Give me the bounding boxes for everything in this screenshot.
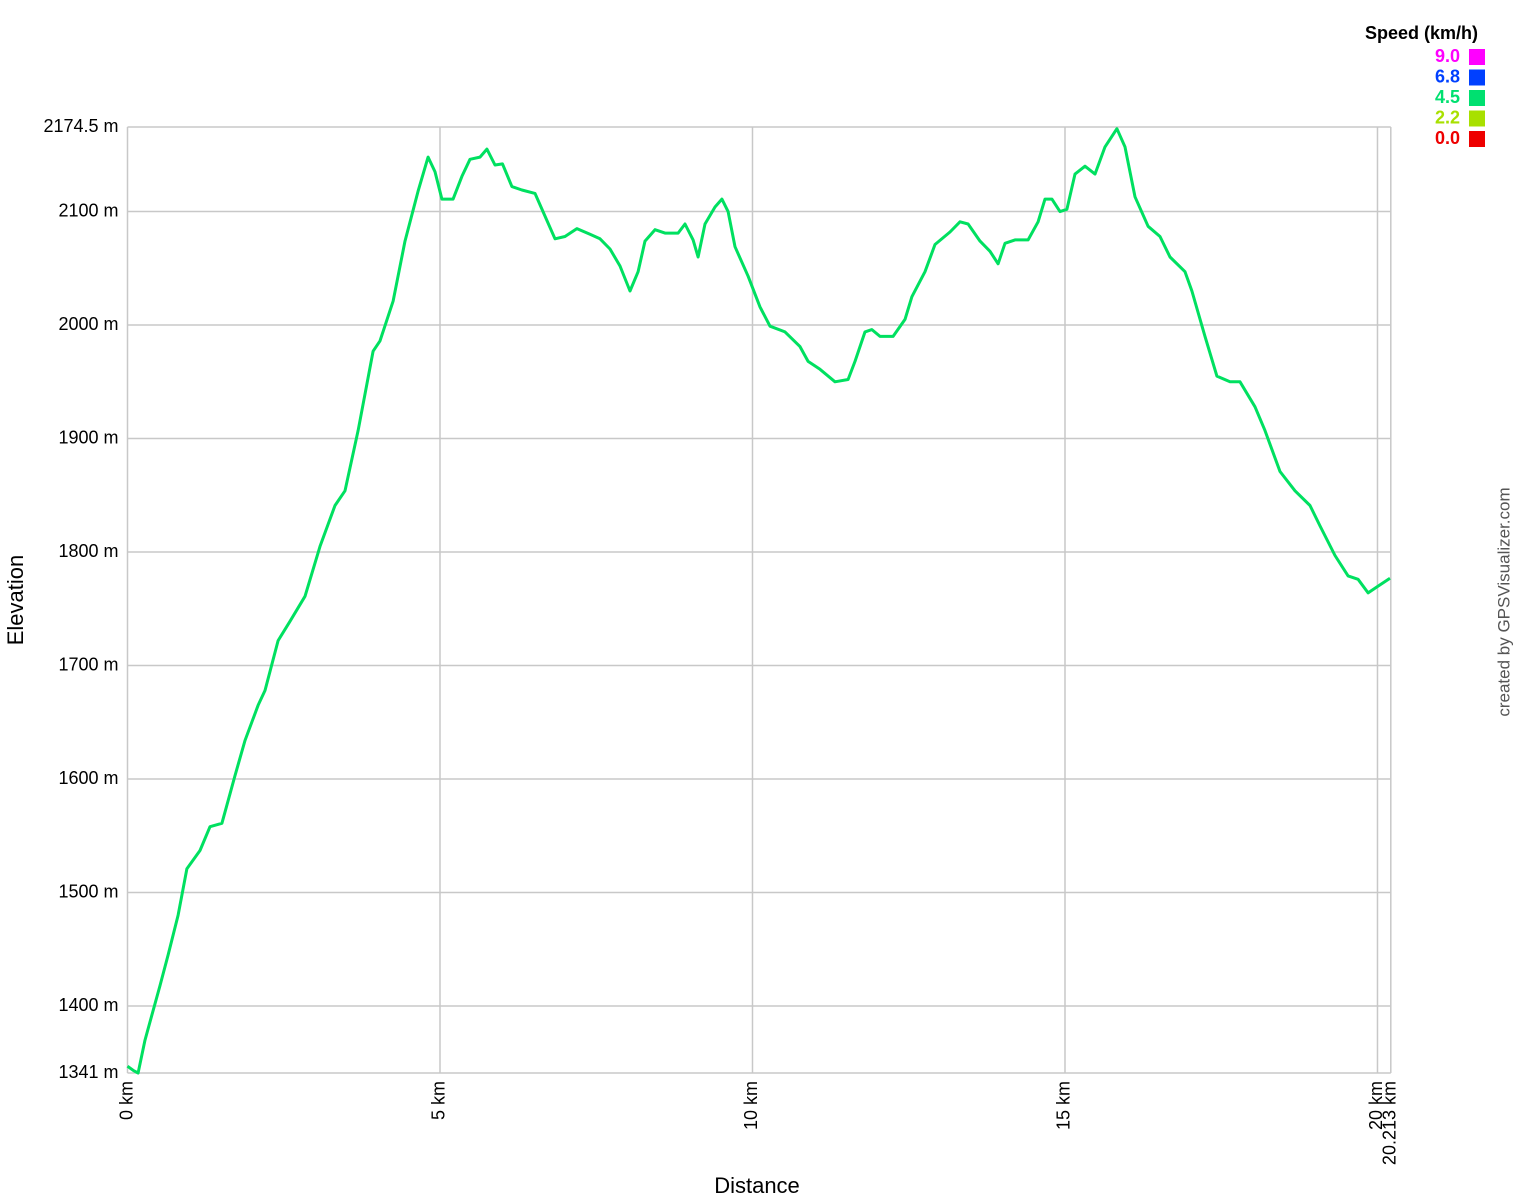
x-tick-label: 10 km bbox=[741, 1081, 761, 1130]
x-tick-label: 20 km bbox=[1366, 1081, 1386, 1130]
y-tick-label: 1700 m bbox=[58, 654, 118, 674]
y-tick-label: 2100 m bbox=[58, 200, 118, 220]
y-tick-label: 2174.5 m bbox=[43, 116, 118, 136]
legend-swatch bbox=[1469, 69, 1485, 86]
y-tick-label: 1800 m bbox=[58, 541, 118, 561]
x-tick-label: 20.213 km bbox=[1380, 1081, 1400, 1165]
legend-label: 4.5 bbox=[1435, 87, 1460, 107]
legend-swatch bbox=[1469, 49, 1485, 65]
legend-swatch bbox=[1469, 110, 1485, 127]
y-tick-label: 1600 m bbox=[58, 768, 118, 788]
x-tick-label: 15 km bbox=[1054, 1081, 1074, 1130]
legend-title: Speed (km/h) bbox=[1365, 23, 1478, 43]
y-tick-label: 1500 m bbox=[58, 881, 118, 901]
y-axis-label: Elevation bbox=[3, 555, 28, 646]
legend-swatch bbox=[1469, 90, 1485, 106]
legend-label: 0.0 bbox=[1435, 128, 1460, 148]
credit: created by GPSVisualizer.com bbox=[1494, 487, 1513, 716]
y-tick-label: 1900 m bbox=[58, 427, 118, 447]
elevation-line bbox=[126, 127, 1391, 1075]
legend-label: 2.2 bbox=[1435, 107, 1460, 127]
legend-label: 9.0 bbox=[1435, 46, 1460, 66]
x-axis-label: Distance bbox=[714, 1173, 800, 1198]
x-tick-label: 0 km bbox=[116, 1081, 136, 1120]
x-tick-label: 5 km bbox=[429, 1081, 449, 1120]
legend-swatch bbox=[1469, 131, 1485, 147]
legend-label: 6.8 bbox=[1435, 66, 1460, 86]
y-tick-label: 2000 m bbox=[58, 314, 118, 334]
y-tick-label: 1341 m bbox=[58, 1062, 118, 1082]
y-tick-label: 1400 m bbox=[58, 995, 118, 1015]
